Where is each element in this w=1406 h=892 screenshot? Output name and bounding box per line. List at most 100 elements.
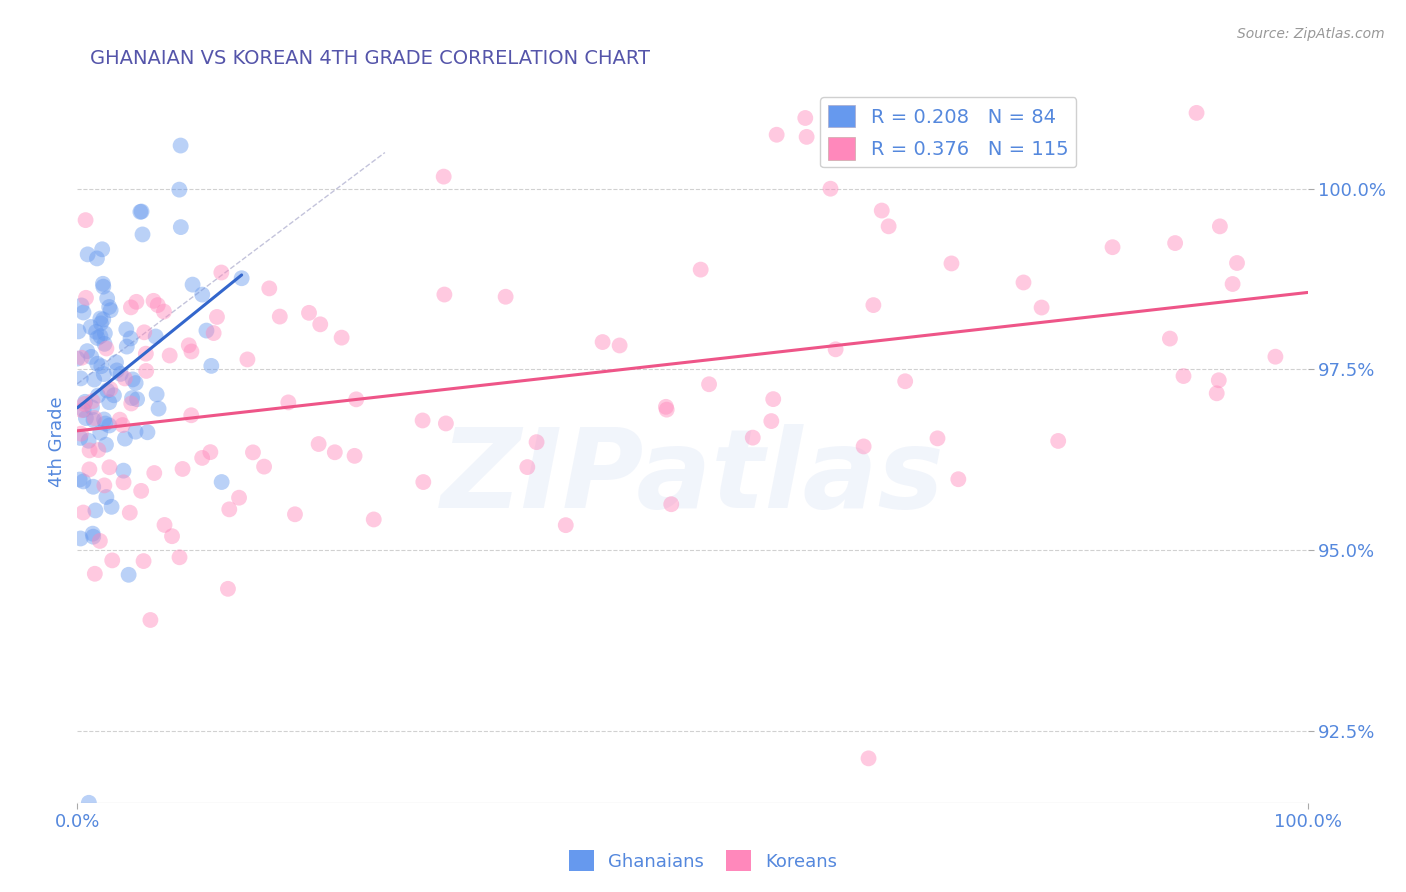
Point	[160, 529, 183, 543]
Point	[111, 418, 134, 433]
Point	[195, 324, 218, 338]
Point	[108, 412, 131, 426]
Point	[115, 322, 138, 336]
Point	[120, 301, 142, 315]
Point	[129, 204, 152, 219]
Point	[121, 372, 143, 386]
Point	[83, 373, 105, 387]
Point	[136, 425, 159, 440]
Point	[93, 336, 115, 351]
Point	[70, 426, 93, 441]
Point	[169, 183, 191, 197]
Point	[231, 271, 253, 285]
Point	[134, 326, 156, 340]
Point	[90, 317, 112, 331]
Point	[894, 374, 917, 388]
Point	[75, 411, 97, 425]
Point	[217, 582, 239, 596]
Point	[689, 262, 711, 277]
Point	[794, 111, 817, 125]
Point	[124, 376, 146, 390]
Point	[86, 357, 108, 371]
Point	[253, 459, 276, 474]
Point	[762, 392, 785, 406]
Point	[124, 425, 146, 439]
Point	[103, 388, 125, 402]
Point	[100, 500, 122, 514]
Point	[170, 220, 193, 235]
Point	[82, 394, 104, 409]
Point	[202, 326, 225, 340]
Point	[89, 311, 111, 326]
Point	[172, 462, 194, 476]
Point	[84, 503, 107, 517]
Point	[75, 213, 97, 227]
Point	[77, 434, 100, 448]
Point	[363, 512, 385, 526]
Point	[96, 384, 118, 398]
Point	[72, 506, 94, 520]
Point	[277, 395, 299, 409]
Point	[242, 445, 264, 459]
Point	[191, 450, 214, 465]
Point	[142, 293, 165, 308]
Point	[209, 266, 232, 280]
Point	[98, 382, 121, 396]
Point	[69, 532, 91, 546]
Point	[433, 287, 456, 301]
Point	[284, 508, 307, 522]
Point	[344, 392, 367, 407]
Point	[655, 400, 678, 414]
Point	[228, 491, 250, 505]
Point	[118, 506, 141, 520]
Point	[941, 256, 963, 270]
Point	[70, 298, 93, 312]
Text: ZIPatlas: ZIPatlas	[440, 425, 945, 531]
Point	[877, 219, 900, 234]
Point	[79, 443, 101, 458]
Point	[761, 414, 783, 428]
Point	[94, 417, 117, 431]
Point	[112, 475, 135, 490]
Point	[104, 355, 127, 369]
Point	[67, 325, 90, 339]
Point	[98, 418, 121, 433]
Text: GHANAIAN VS KOREAN 4TH GRADE CORRELATION CHART: GHANAIAN VS KOREAN 4TH GRADE CORRELATION…	[90, 48, 650, 68]
Point	[70, 351, 93, 365]
Point	[114, 432, 136, 446]
Point	[741, 431, 763, 445]
Point	[91, 312, 114, 326]
Point	[180, 409, 202, 423]
Point	[82, 480, 104, 494]
Point	[308, 437, 330, 451]
Point	[148, 401, 170, 416]
Point	[862, 298, 884, 312]
Point	[96, 490, 118, 504]
Point	[125, 294, 148, 309]
Point	[132, 554, 155, 568]
Point	[495, 290, 517, 304]
Point	[1159, 332, 1181, 346]
Point	[218, 502, 240, 516]
Point	[80, 350, 103, 364]
Point	[98, 300, 121, 314]
Point	[1012, 276, 1035, 290]
Point	[79, 462, 101, 476]
Point	[433, 169, 456, 184]
Point	[73, 397, 96, 411]
Point	[236, 352, 259, 367]
Point	[1173, 369, 1195, 384]
Point	[98, 460, 121, 475]
Point	[94, 438, 117, 452]
Point	[655, 402, 678, 417]
Point	[412, 413, 434, 427]
Point	[77, 796, 100, 810]
Point	[117, 567, 139, 582]
Point	[434, 417, 457, 431]
Point	[796, 129, 818, 144]
Point	[87, 388, 110, 402]
Point	[159, 349, 181, 363]
Point	[765, 128, 787, 142]
Point	[330, 331, 353, 345]
Point	[177, 338, 200, 352]
